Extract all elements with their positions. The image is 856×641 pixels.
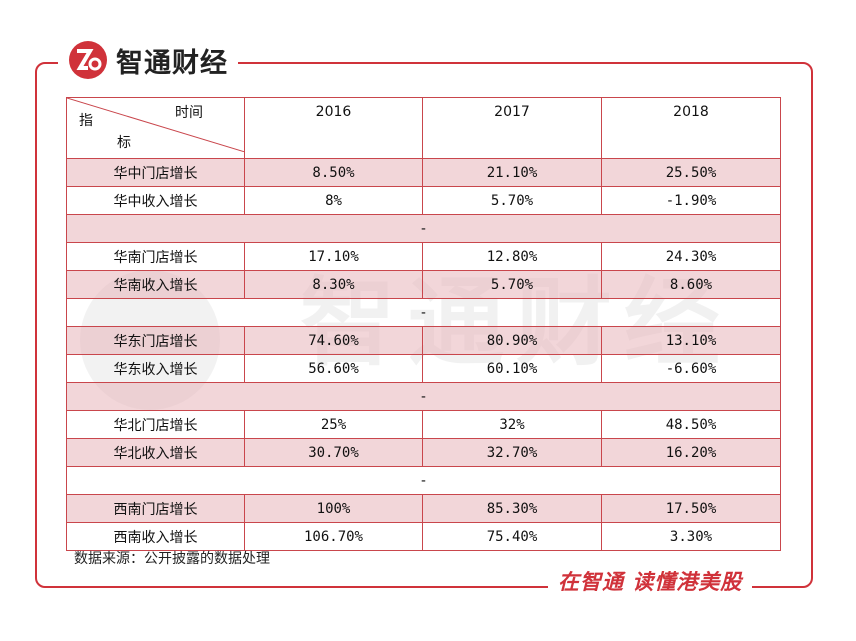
- separator-cell: -: [66, 382, 781, 411]
- table-row: 华北门店增长 25% 32% 48.50%: [66, 410, 781, 439]
- row-label: 华南收入增长: [66, 270, 245, 299]
- cell: 25%: [244, 410, 423, 439]
- cell: 32%: [422, 410, 602, 439]
- row-label: 西南门店增长: [66, 494, 245, 523]
- cell: 75.40%: [422, 522, 602, 551]
- cell: 8%: [244, 186, 423, 215]
- row-label: 华中门店增长: [66, 158, 245, 187]
- cell: 5.70%: [422, 186, 602, 215]
- corner-top: 时间: [175, 105, 203, 121]
- cell: 60.10%: [422, 354, 602, 383]
- corner-cell: 时间指标: [66, 97, 245, 159]
- cell: 5.70%: [422, 270, 602, 299]
- table-row: -: [66, 214, 781, 243]
- cell: 16.20%: [601, 438, 781, 467]
- cell: 8.60%: [601, 270, 781, 299]
- logo-icon: [69, 41, 107, 79]
- cell: 21.10%: [422, 158, 602, 187]
- frame: [35, 62, 813, 588]
- cell: 25.50%: [601, 158, 781, 187]
- table-row: 西南门店增长 100% 85.30% 17.50%: [66, 494, 781, 523]
- separator-cell: -: [66, 214, 781, 243]
- cell: 12.80%: [422, 242, 602, 271]
- cell: 32.70%: [422, 438, 602, 467]
- table-row: 华东收入增长 56.60% 60.10% -6.60%: [66, 354, 781, 383]
- cell: 17.10%: [244, 242, 423, 271]
- data-table: 时间指标 2016 2017 2018 华中门店增长 8.50% 21.10% 25.50% 华…: [66, 97, 781, 551]
- cell: 24.30%: [601, 242, 781, 271]
- cell: 56.60%: [244, 354, 423, 383]
- cell: -1.90%: [601, 186, 781, 215]
- row-label: 华北收入增长: [66, 438, 245, 467]
- cell: 80.90%: [422, 326, 602, 355]
- table-row: 华南门店增长 17.10% 12.80% 24.30%: [66, 242, 781, 271]
- logo: 智通财经: [58, 38, 238, 82]
- table-row: 华中收入增长 8% 5.70% -1.90%: [66, 186, 781, 215]
- diagonal: [67, 98, 245, 152]
- corner-bottom: 标: [117, 135, 131, 151]
- cell: -6.60%: [601, 354, 781, 383]
- row-label: 西南收入增长: [66, 522, 245, 551]
- row-label: 华北门店增长: [66, 410, 245, 439]
- row-label: 华南门店增长: [66, 242, 245, 271]
- cell: 30.70%: [244, 438, 423, 467]
- table-row: 华南收入增长 8.30% 5.70% 8.60%: [66, 270, 781, 299]
- table-row: -: [66, 466, 781, 495]
- cell: 106.70%: [244, 522, 423, 551]
- cell: 100%: [244, 494, 423, 523]
- brand: 智通财经: [116, 47, 228, 79]
- cell: 17.50%: [601, 494, 781, 523]
- row-label: 华东收入增长: [66, 354, 245, 383]
- cell: 74.60%: [244, 326, 423, 355]
- cell: 13.10%: [601, 326, 781, 355]
- cell: 48.50%: [601, 410, 781, 439]
- column-header: 2016: [244, 97, 423, 159]
- table-row: 华北收入增长 30.70% 32.70% 16.20%: [66, 438, 781, 467]
- source-note: 数据来源：公开披露的数据处理: [74, 551, 270, 567]
- separator-cell: -: [66, 298, 781, 327]
- table-row: -: [66, 298, 781, 327]
- cell: 8.50%: [244, 158, 423, 187]
- table-row: 华中门店增长 8.50% 21.10% 25.50%: [66, 158, 781, 187]
- table-row: 西南收入增长 106.70% 75.40% 3.30%: [66, 522, 781, 551]
- column-header: 2018: [601, 97, 781, 159]
- separator-cell: -: [66, 466, 781, 495]
- table-row: -: [66, 382, 781, 411]
- column-header: 2017: [422, 97, 602, 159]
- corner-left: 指: [79, 113, 93, 129]
- cell: 85.30%: [422, 494, 602, 523]
- cell: 8.30%: [244, 270, 423, 299]
- table-row: 华东门店增长 74.60% 80.90% 13.10%: [66, 326, 781, 355]
- slogan: 在智通 读懂港美股: [548, 566, 753, 596]
- row-label: 华中收入增长: [66, 186, 245, 215]
- header-row: 时间指标 2016 2017 2018: [66, 97, 781, 159]
- row-label: 华东门店增长: [66, 326, 245, 355]
- cell: 3.30%: [601, 522, 781, 551]
